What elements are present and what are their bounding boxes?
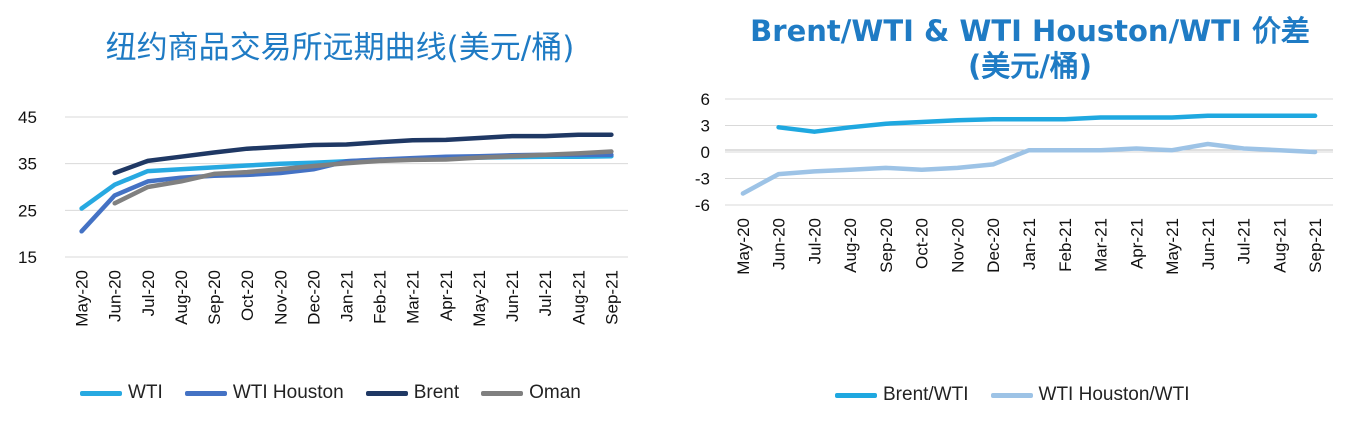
spread-legend-label: WTI Houston/WTI: [1038, 384, 1190, 405]
forward-curve-chart: 15 25 35 45 May-20 Jun-20 Jul-20 Aug-20 Sep-20 Oc…: [18, 108, 628, 327]
forward-curve-legend-item-wti-houston: WTI Houston: [184, 382, 344, 404]
forward-curve-x-tick-label: Jun-21: [503, 270, 522, 322]
forward-curve-x-tick-label: Nov-20: [271, 270, 290, 325]
forward-curve-panel: 纽约商品交易所远期曲线(美元/桶) 15 25 35 45 May-20 Jun-20 Ju…: [18, 30, 628, 404]
spread-x-tick-label: Jun-20: [770, 218, 789, 270]
forward-curve-x-tick-label: Dec-20: [304, 270, 323, 325]
forward-curve-legend-item-oman: Oman: [481, 382, 581, 404]
spread-series-line-wti-houston-wti: [740, 141, 1318, 196]
forward-curve-x-tick-label: Aug-21: [569, 270, 588, 325]
forward-curve-x-tick-label: Feb-21: [371, 270, 390, 324]
forward-curve-title: 纽约商品交易所远期曲线(美元/桶): [105, 30, 575, 66]
spread-x-tick-label: Jun-21: [1199, 218, 1218, 270]
spread-y-tick-label: -6: [695, 196, 710, 215]
forward-curve-y-tick-label: 35: [18, 155, 37, 174]
spread-legend-item-brent-wti: Brent/WTI: [835, 384, 969, 406]
spread-x-tick-label: Apr-21: [1127, 218, 1146, 269]
forward-curve-x-tick-label: Oct-20: [238, 270, 257, 321]
forward-curve-x-tick-label: Sep-21: [602, 270, 621, 325]
forward-curve-x-tick-label: Mar-21: [404, 270, 423, 324]
spread-x-tick-label: Nov-20: [948, 218, 967, 273]
forward-curve-x-tick-label: Apr-21: [437, 270, 456, 321]
spread-y-tick-label: -3: [695, 170, 710, 189]
spread-legend-label: Brent/WTI: [883, 384, 969, 405]
forward-curve-x-tick-label: Aug-20: [172, 270, 191, 325]
forward-curve-y-tick-label: 25: [18, 201, 37, 220]
spread-chart: 6 3 0 -3 -6 May-20 Jun-20 Jul-20 Aug-20 Sep-20 Oct…: [695, 90, 1333, 275]
spread-x-tick-label: Dec-20: [984, 218, 1003, 273]
forward-curve-y-tick-label: 45: [18, 108, 37, 127]
spread-x-tick-label: Sep-21: [1306, 218, 1325, 273]
spread-x-tick-label: Jul-21: [1235, 218, 1254, 264]
spread-y-tick-label: 3: [701, 117, 710, 136]
forward-curve-x-tick-label: May-21: [470, 270, 489, 327]
spread-legend-item-wti-houston-wti: WTI Houston/WTI: [990, 384, 1190, 406]
spread-x-tick-label: May-20: [734, 218, 753, 275]
spread-x-tick-label: Mar-21: [1092, 218, 1111, 272]
forward-curve-x-tick-label: Jun-20: [106, 270, 125, 322]
spread-x-tick-label: Aug-21: [1270, 218, 1289, 273]
forward-curve-series-line-wti-houston: [79, 152, 614, 234]
forward-curve-legend-label: WTI: [128, 382, 163, 403]
forward-curve-legend-swatch: [80, 390, 122, 396]
spread-x-tick-label: Jan-21: [1020, 218, 1039, 270]
spread-y-tick-label: 6: [701, 90, 710, 109]
spread-panel: Brent/WTI & WTI Houston/WTI 价差 (美元/桶) 6 3…: [680, 0, 1360, 428]
forward-curve-y-tick-label: 15: [18, 248, 37, 267]
spread-legend-swatch: [835, 392, 877, 398]
forward-curve-legend-label: Brent: [413, 382, 460, 403]
spread-x-tick-label: Jul-20: [805, 218, 824, 264]
forward-curve-legend: WTI WTI Houston Brent Oman: [80, 382, 603, 404]
forward-curve-x-tick-label: Jul-20: [139, 270, 158, 316]
forward-curve-x-tick-label: Jul-21: [536, 270, 555, 316]
spread-x-tick-label: May-21: [1163, 218, 1182, 275]
spread-x-tick-label: Oct-20: [913, 218, 932, 269]
forward-curve-legend-swatch: [184, 390, 227, 396]
forward-curve-legend-item-wti: WTI: [80, 382, 163, 404]
forward-curve-legend-label: Oman: [529, 382, 581, 403]
spread-x-tick-label: Sep-20: [877, 218, 896, 273]
spread-x-tick-label: Feb-21: [1056, 218, 1075, 272]
forward-curve-series-line-brent: [112, 132, 614, 176]
spread-x-tick-label: Aug-20: [841, 218, 860, 273]
forward-curve-x-tick-label: May-20: [73, 270, 92, 327]
forward-curve-legend-swatch: [481, 390, 524, 396]
spread-series-line-brent-wti: [776, 113, 1318, 134]
spread-title: Brent/WTI & WTI Houston/WTI 价差 (美元/桶): [750, 14, 1310, 83]
forward-curve-legend-label: WTI Houston: [232, 382, 344, 403]
spread-y-tick-label: 0: [701, 143, 710, 162]
forward-curve-series-line-oman: [112, 149, 614, 206]
spread-legend: Brent/WTI WTI Houston/WTI: [835, 384, 1211, 406]
forward-curve-legend-swatch: [365, 390, 408, 396]
spread-legend-swatch: [990, 392, 1033, 398]
forward-curve-x-tick-label: Sep-20: [205, 270, 224, 325]
forward-curve-legend-item-brent: Brent: [365, 382, 460, 404]
forward-curve-x-tick-label: Jan-21: [338, 270, 357, 322]
